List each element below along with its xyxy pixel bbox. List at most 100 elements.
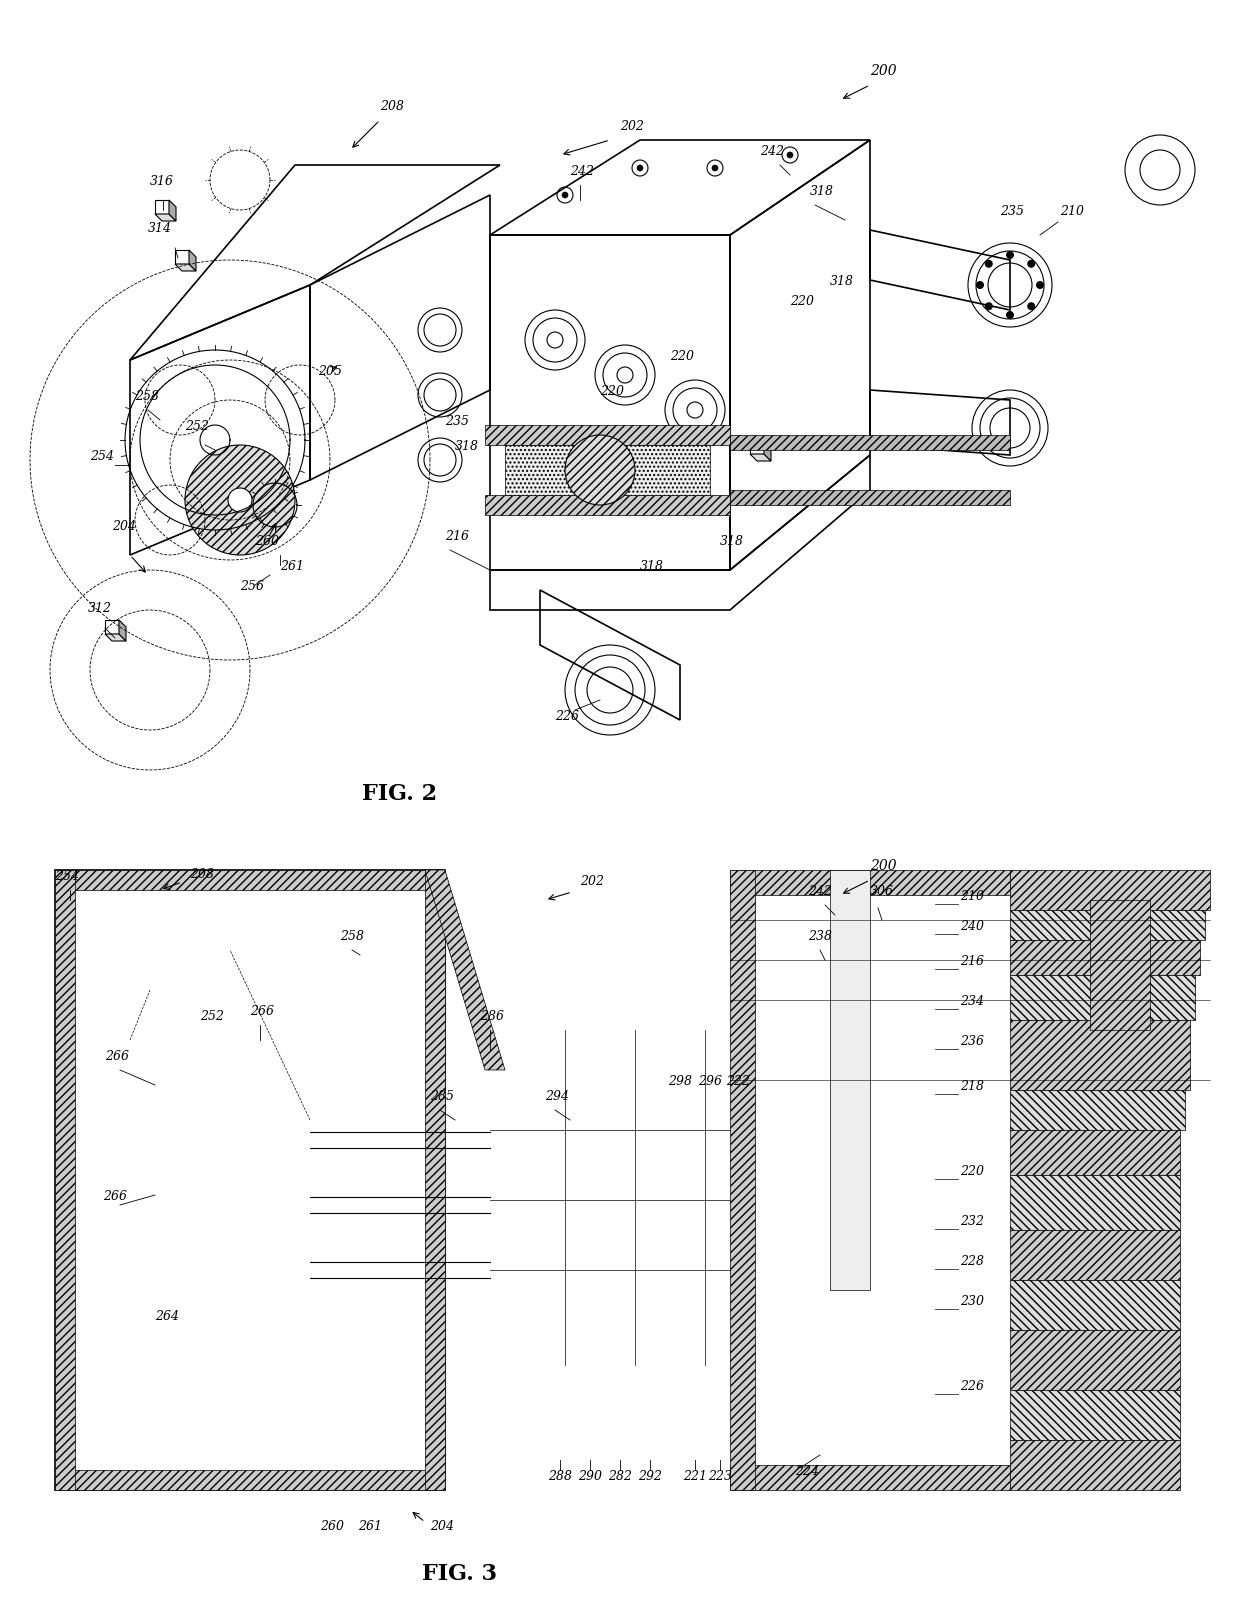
Text: 238: 238 (808, 930, 832, 942)
Bar (1011, 974, 1195, 1021)
Text: 223: 223 (708, 1470, 732, 1483)
Text: 286: 286 (480, 1010, 503, 1022)
Polygon shape (105, 619, 119, 634)
Text: 254: 254 (55, 870, 79, 883)
Text: 290: 290 (578, 1470, 601, 1483)
Text: 266: 266 (105, 1050, 129, 1062)
Text: 208: 208 (190, 867, 215, 882)
Bar (55, 1470, 445, 1490)
Text: 221: 221 (683, 1470, 707, 1483)
Text: 200: 200 (870, 859, 897, 874)
Text: 252: 252 (200, 1010, 224, 1022)
Bar (1011, 939, 1200, 974)
Bar (730, 490, 1011, 506)
Text: 232: 232 (960, 1214, 985, 1229)
Text: 242: 242 (760, 146, 784, 158)
Text: 316: 316 (150, 174, 174, 187)
Text: 210: 210 (960, 890, 985, 902)
Bar (1011, 1390, 1180, 1440)
Bar (55, 870, 74, 1490)
Text: 288: 288 (548, 1470, 572, 1483)
Bar (730, 870, 755, 1490)
Circle shape (1006, 310, 1014, 318)
Bar (1011, 1174, 1180, 1230)
Circle shape (712, 165, 718, 171)
Text: 208: 208 (379, 99, 404, 114)
Text: 226: 226 (556, 710, 579, 723)
Bar (485, 494, 730, 515)
Text: 205: 205 (317, 365, 342, 378)
Text: 266: 266 (250, 1005, 274, 1018)
Text: 235: 235 (445, 414, 469, 427)
Text: 236: 236 (960, 1035, 985, 1048)
Text: 220: 220 (960, 1165, 985, 1178)
Circle shape (787, 152, 794, 158)
Text: 220: 220 (790, 294, 813, 307)
Text: 204: 204 (112, 520, 136, 533)
Text: 292: 292 (639, 1470, 662, 1483)
Bar (730, 435, 1011, 450)
Text: 261: 261 (280, 560, 304, 573)
Polygon shape (175, 250, 188, 264)
Circle shape (185, 445, 295, 555)
Bar (1090, 899, 1149, 1030)
Text: 318: 318 (810, 186, 835, 198)
Text: 210: 210 (1060, 205, 1084, 218)
Circle shape (637, 165, 644, 171)
Text: 306: 306 (870, 885, 894, 898)
Bar (1011, 1330, 1180, 1390)
Bar (55, 870, 445, 890)
Text: 258: 258 (135, 390, 159, 403)
Polygon shape (155, 200, 169, 214)
Text: 224: 224 (795, 1466, 818, 1478)
Text: 230: 230 (960, 1294, 985, 1309)
Polygon shape (425, 870, 505, 1070)
Bar (1011, 1130, 1180, 1174)
Text: 216: 216 (445, 530, 469, 542)
Text: 202: 202 (580, 875, 604, 888)
Circle shape (1027, 259, 1035, 267)
Text: 242: 242 (570, 165, 594, 178)
Polygon shape (119, 619, 126, 642)
Polygon shape (105, 634, 126, 642)
Text: 202: 202 (620, 120, 644, 133)
Text: 218: 218 (960, 1080, 985, 1093)
Polygon shape (764, 440, 771, 461)
Bar (1011, 1440, 1180, 1490)
Text: 235: 235 (999, 205, 1024, 218)
Circle shape (565, 435, 635, 506)
Bar (1011, 870, 1210, 910)
Text: 222: 222 (725, 1075, 750, 1088)
Text: 285: 285 (430, 1090, 454, 1102)
Text: FIG. 2: FIG. 2 (362, 782, 438, 805)
Text: 220: 220 (600, 386, 624, 398)
Bar (485, 426, 730, 445)
Text: 200: 200 (870, 64, 897, 78)
Text: 256: 256 (241, 579, 264, 594)
Text: 240: 240 (960, 920, 985, 933)
Text: FIG. 3: FIG. 3 (423, 1563, 497, 1586)
Text: 296: 296 (698, 1075, 722, 1088)
Bar (1011, 910, 1205, 939)
Circle shape (1035, 282, 1044, 290)
Text: 298: 298 (668, 1075, 692, 1088)
Polygon shape (750, 440, 764, 454)
Polygon shape (155, 214, 176, 221)
Polygon shape (188, 250, 196, 270)
Bar (1011, 1090, 1185, 1130)
Text: 234: 234 (960, 995, 985, 1008)
Circle shape (985, 259, 993, 267)
Text: 204: 204 (430, 1520, 454, 1533)
Bar (425, 870, 445, 1490)
Text: 260: 260 (255, 534, 279, 547)
Circle shape (985, 302, 993, 310)
Polygon shape (169, 200, 176, 221)
Bar (505, 445, 711, 494)
Text: 260: 260 (320, 1520, 343, 1533)
Circle shape (1006, 251, 1014, 259)
Text: 226: 226 (960, 1379, 985, 1394)
Polygon shape (750, 454, 771, 461)
Circle shape (562, 192, 568, 198)
Text: 220: 220 (670, 350, 694, 363)
Text: 294: 294 (546, 1090, 569, 1102)
